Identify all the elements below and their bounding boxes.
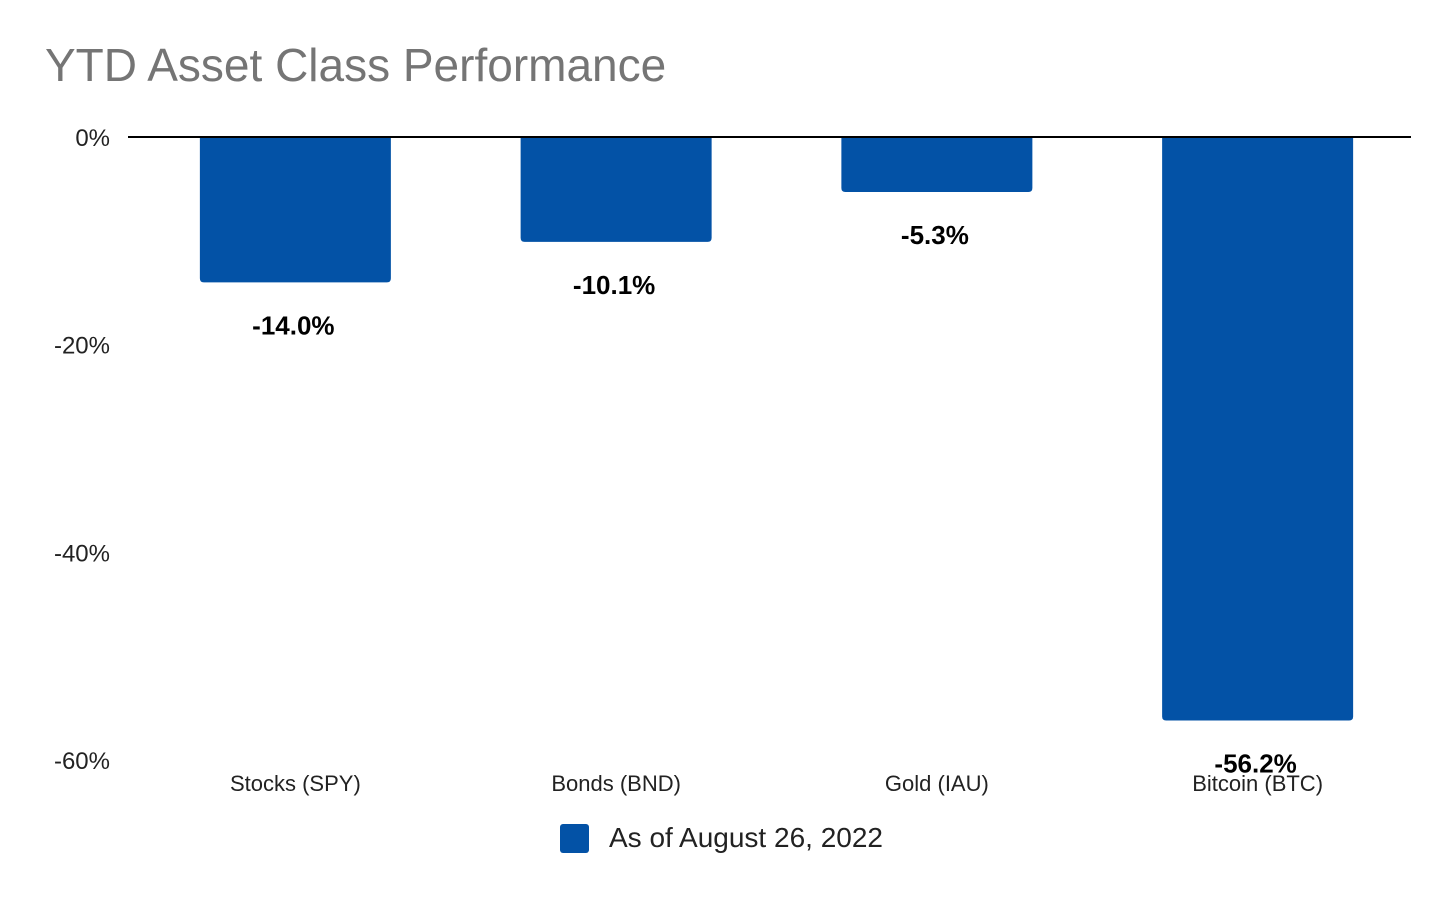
y-tick-label: -20% [54, 333, 110, 360]
legend: As of August 26, 2022 [560, 822, 883, 854]
bar [199, 137, 391, 283]
x-category-label: Bitcoin (BTC) [1192, 771, 1323, 796]
bar [1162, 137, 1354, 721]
data-label: -5.3% [901, 220, 969, 250]
bar [841, 137, 1033, 193]
data-label: -56.2% [1214, 749, 1296, 779]
x-category-label: Bonds (BND) [551, 771, 681, 796]
x-category-label: Gold (IAU) [885, 771, 989, 796]
legend-swatch [560, 823, 589, 853]
data-label: -14.0% [252, 310, 334, 340]
x-category-label: Stocks (SPY) [230, 771, 361, 796]
y-tick-label: -40% [54, 540, 110, 567]
y-tick-label: 0% [75, 125, 110, 152]
data-label: -10.1% [573, 270, 655, 300]
chart-title: YTD Asset Class Performance [45, 39, 667, 91]
legend-label: As of August 26, 2022 [609, 822, 883, 853]
bar [520, 137, 712, 242]
y-tick-label: -60% [54, 748, 110, 775]
